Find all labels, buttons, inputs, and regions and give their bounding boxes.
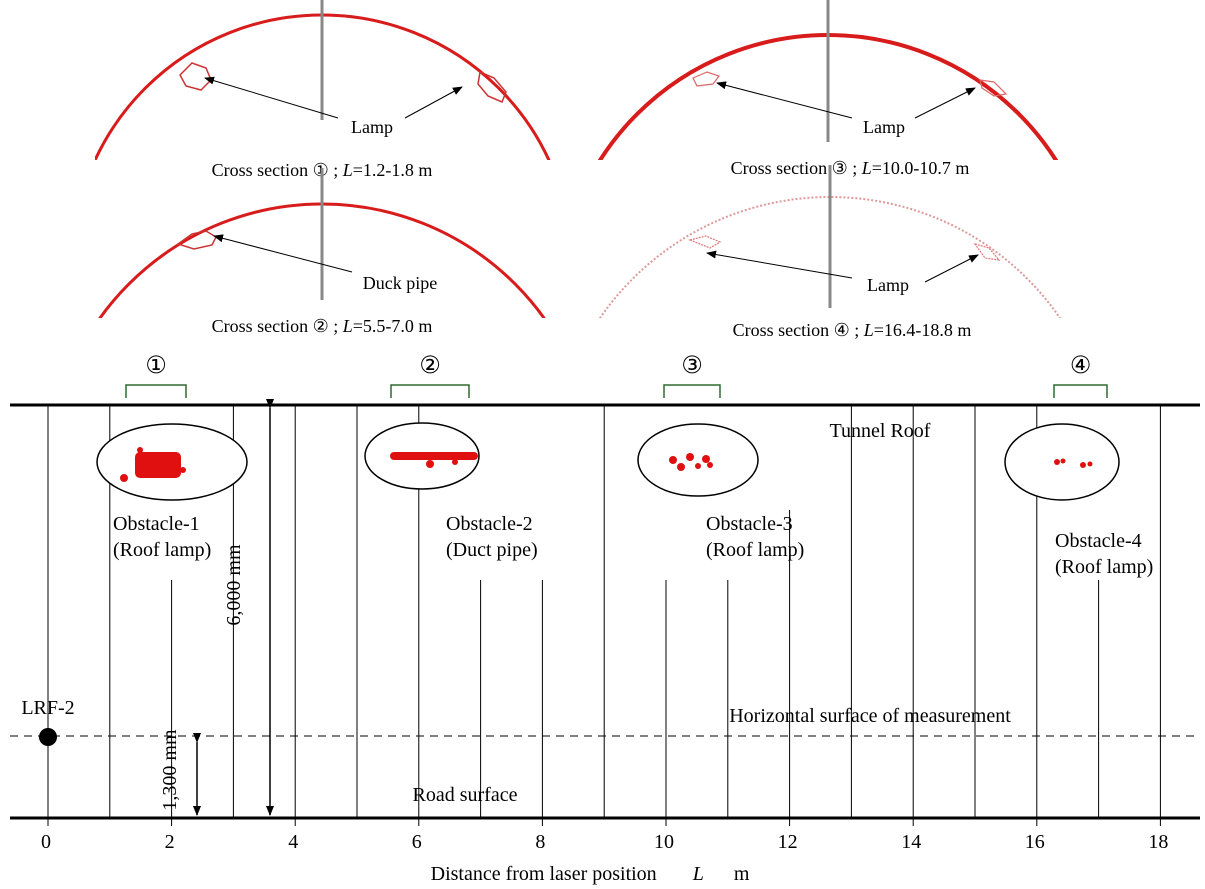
obstacle-name: Obstacle-4	[1055, 530, 1142, 552]
section-bracket	[664, 385, 720, 398]
panel-label: Lamp	[863, 117, 905, 137]
section-markers: ① ② ③ ④	[126, 351, 1107, 398]
x-tick-label: 6	[412, 831, 422, 853]
x-tick-label: 2	[165, 831, 175, 853]
x-tick-label: 18	[1148, 831, 1168, 853]
obstacle-desc: (Roof lamp)	[113, 539, 211, 561]
panel-caption: Cross section ③ ; L=10.0-10.7 m	[731, 158, 970, 178]
panel-caption: Cross section ② ; L=5.5-7.0 m	[212, 316, 433, 336]
measurement-plane-label: Horizontal surface of measurement	[729, 705, 1011, 727]
panel-label: Duck pipe	[363, 273, 437, 293]
x-ticks: 0 2 4 6 8 10 12 14 16 18	[41, 818, 1168, 853]
obstacle-desc: (Roof lamp)	[706, 539, 804, 561]
section-marker: ②	[419, 351, 441, 379]
x-tick-label: 12	[778, 831, 798, 853]
panel-label: Lamp	[867, 275, 909, 295]
section-bracket	[391, 385, 469, 398]
obstacle-name: Obstacle-3	[706, 513, 793, 535]
x-tick-label: 4	[288, 831, 298, 853]
laser-height-label: 1,300 mm	[159, 729, 181, 811]
panel-label: Lamp	[351, 117, 393, 137]
x-tick-label: 0	[41, 831, 51, 853]
section-marker: ③	[681, 351, 703, 379]
x-tick-label: 16	[1025, 831, 1045, 853]
section-bracket	[126, 385, 186, 398]
panel-caption: Cross section ④ ; L=16.4-18.8 m	[733, 320, 972, 340]
height-label: 6,000 mm	[223, 544, 245, 626]
lrf-label: LRF-2	[21, 697, 74, 719]
laser-position	[39, 728, 57, 746]
obstacle-name: Obstacle-1	[113, 513, 200, 535]
road-label: Road surface	[413, 784, 518, 806]
cross-section-3: Lamp Cross section ③ ; L=10.0-10.7 m	[558, 0, 1098, 575]
obstacle-labels: Obstacle-1 (Roof lamp) Obstacle-2 (Duct …	[113, 513, 1153, 578]
section-marker: ①	[145, 351, 167, 379]
obstacle-desc: (Duct pipe)	[446, 539, 538, 561]
section-bracket	[1054, 385, 1107, 398]
section-marker: ④	[1070, 351, 1092, 379]
x-tick-label: 14	[901, 831, 921, 853]
tunnel-figure: Lamp Cross section ① ; L=1.2-1.8 m Duck …	[0, 0, 1205, 889]
obstacle-desc: (Roof lamp)	[1055, 556, 1153, 578]
roof-label: Tunnel Roof	[830, 420, 931, 442]
x-tick-label: 10	[654, 831, 674, 853]
obstacle-name: Obstacle-2	[446, 513, 533, 535]
obstacle-areas	[97, 423, 1119, 500]
x-tick-label: 8	[535, 831, 545, 853]
